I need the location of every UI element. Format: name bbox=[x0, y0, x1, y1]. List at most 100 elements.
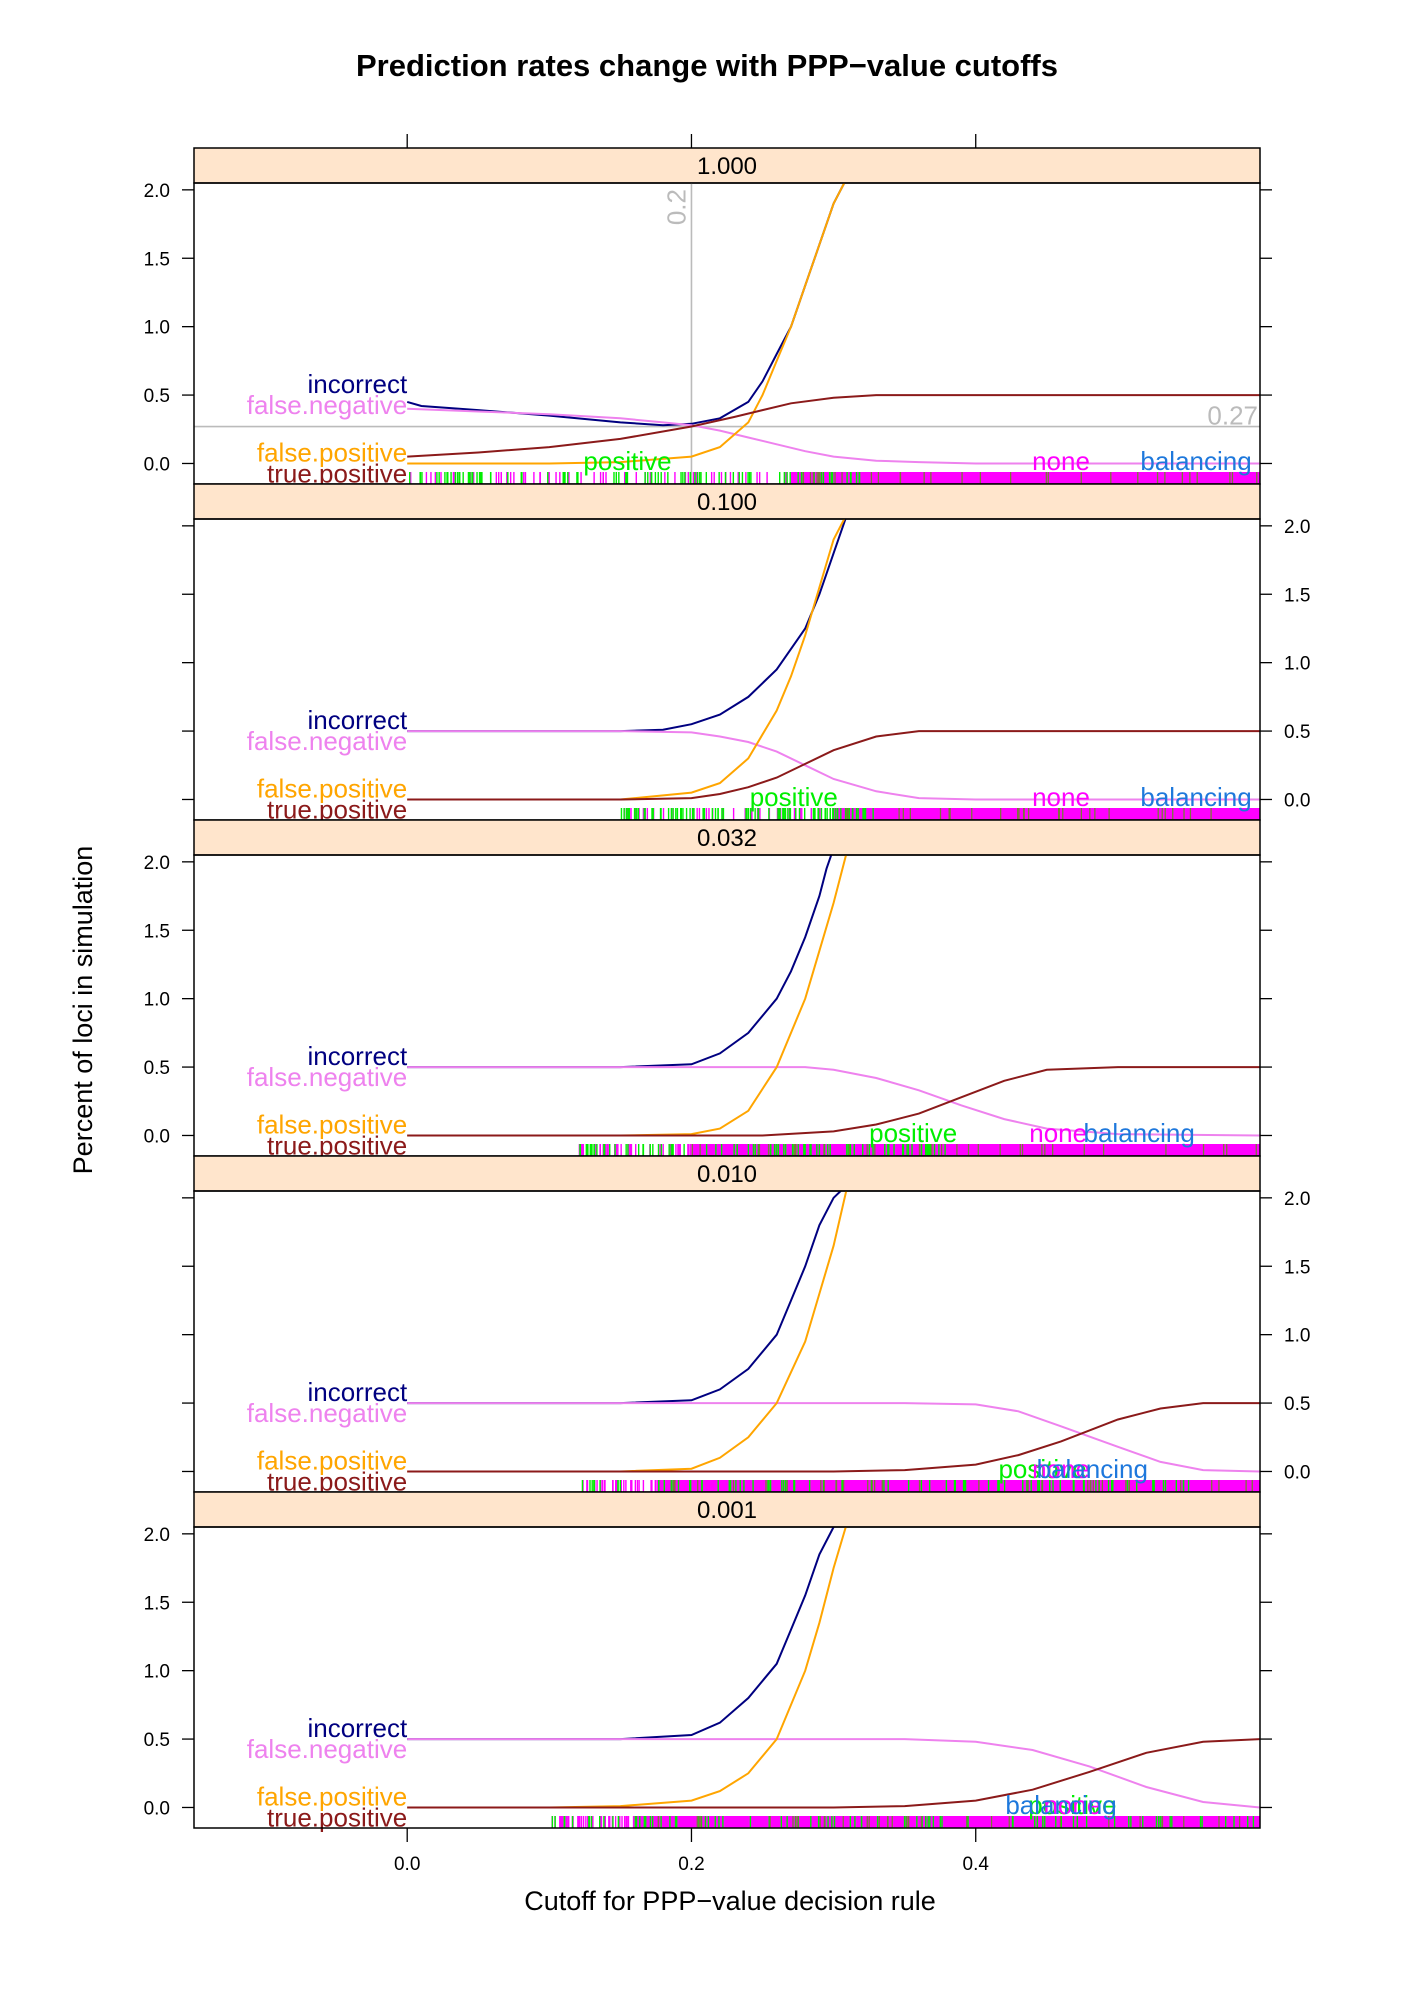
series-line-true-positive bbox=[407, 394, 1260, 458]
x-tick-label: 0.2 bbox=[678, 1854, 704, 1875]
class-label-positive: positive bbox=[583, 446, 671, 476]
series-line-incorrect bbox=[407, 855, 833, 1069]
y-tick-label: 1.0 bbox=[144, 990, 170, 1011]
series-line-false-negative bbox=[407, 1066, 1260, 1137]
class-label-balancing: balancing bbox=[1140, 446, 1251, 476]
strip-label: 0.100 bbox=[697, 489, 757, 516]
curve-label-incorrect: incorrect bbox=[307, 369, 407, 399]
strip-background bbox=[193, 1491, 1261, 1528]
curve-label-false-positive: false.positive bbox=[257, 773, 407, 803]
series-line-true-positive bbox=[407, 1402, 1260, 1473]
series-lines bbox=[407, 855, 1260, 1137]
curve-label-false-negative: false.negative bbox=[247, 1734, 407, 1764]
y-tick-label: 1.5 bbox=[144, 249, 170, 270]
rug bbox=[578, 1144, 1260, 1156]
series-line-true-positive bbox=[407, 1066, 1260, 1137]
series-line-false-positive bbox=[407, 1527, 847, 1809]
rug bbox=[551, 1816, 1260, 1828]
series-line-true-positive bbox=[407, 1738, 1260, 1809]
panels: 1.0000.20.27incorrectfalse.negativefalse… bbox=[144, 147, 1310, 1832]
y-tick-label: 1.0 bbox=[1284, 654, 1310, 675]
series-line-false-positive bbox=[407, 855, 848, 1137]
x-tick-label: 0.4 bbox=[963, 1854, 990, 1875]
x-tick-label: 0.0 bbox=[394, 1854, 420, 1875]
class-label-none: none bbox=[1032, 782, 1090, 812]
y-tick-label: 0.5 bbox=[1284, 1394, 1310, 1415]
curve-label-false-positive: false.positive bbox=[257, 437, 407, 467]
class-label-positive: positive bbox=[998, 1454, 1086, 1484]
class-label-balancing: balancing bbox=[1140, 782, 1251, 812]
reference-y-label: 0.27 bbox=[1207, 401, 1258, 431]
series-line-incorrect bbox=[407, 519, 847, 733]
curve-label-incorrect: incorrect bbox=[307, 1713, 407, 1743]
class-label-positive: positive bbox=[1028, 1790, 1116, 1820]
class-label-none: none bbox=[1032, 1454, 1090, 1484]
curve-label-false-positive: false.positive bbox=[257, 1781, 407, 1811]
strip-background bbox=[193, 1155, 1261, 1192]
series-lines bbox=[407, 1527, 1260, 1809]
series-lines bbox=[406, 183, 1260, 465]
y-tick-label: 1.5 bbox=[144, 921, 170, 942]
class-label-balancing: balancing bbox=[1084, 1118, 1195, 1148]
y-tick-label: 1.0 bbox=[144, 1662, 170, 1683]
rug-none-band bbox=[790, 472, 1260, 484]
strip-label: 0.001 bbox=[697, 1497, 757, 1524]
series-line-false-positive bbox=[407, 1191, 848, 1473]
rug bbox=[408, 472, 1260, 484]
top-x-axis bbox=[406, 134, 977, 148]
strip-background bbox=[193, 483, 1261, 520]
class-label-positive: positive bbox=[869, 1118, 957, 1148]
y-tick-label: 1.0 bbox=[1284, 1326, 1310, 1347]
curve-label-false-positive: false.positive bbox=[257, 1109, 407, 1139]
y-tick-label: 0.0 bbox=[144, 1798, 170, 1819]
x-axis-title: Cutoff for PPP−value decision rule bbox=[524, 1886, 936, 1916]
y-tick-label: 0.0 bbox=[144, 1126, 170, 1147]
series-lines bbox=[407, 519, 1260, 801]
series-line-incorrect bbox=[406, 183, 846, 427]
y-tick-label: 0.5 bbox=[144, 1058, 170, 1079]
series-line-false-negative bbox=[407, 1738, 1260, 1809]
series-line-true-positive bbox=[407, 730, 1260, 801]
y-tick-label: 2.0 bbox=[1284, 517, 1310, 538]
rug bbox=[620, 808, 1260, 820]
curve-label-incorrect: incorrect bbox=[307, 1041, 407, 1071]
series-line-false-negative bbox=[407, 407, 1260, 465]
rug-none-band bbox=[691, 1144, 1260, 1156]
panel-border bbox=[193, 1526, 1261, 1829]
y-tick-label: 1.5 bbox=[1284, 585, 1310, 606]
class-label-none: none bbox=[1032, 446, 1090, 476]
y-tick-label: 0.5 bbox=[144, 1730, 170, 1751]
curve-label-false-negative: false.negative bbox=[247, 1398, 407, 1428]
series-line-incorrect bbox=[407, 1527, 836, 1741]
strip-label: 0.032 bbox=[697, 825, 757, 852]
series-line-false-positive bbox=[407, 183, 846, 465]
reference-x-label: 0.2 bbox=[661, 189, 691, 225]
series-line-incorrect bbox=[407, 1191, 843, 1405]
class-label-none: none bbox=[1029, 1118, 1087, 1148]
y-tick-label: 1.5 bbox=[1284, 1257, 1310, 1278]
rug-none-band bbox=[663, 1480, 1260, 1492]
y-tick-label: 0.0 bbox=[1284, 790, 1310, 811]
curve-label-incorrect: incorrect bbox=[307, 1377, 407, 1407]
series-lines bbox=[407, 1191, 1260, 1473]
series-line-false-negative bbox=[407, 730, 1260, 801]
curve-label-incorrect: incorrect bbox=[307, 705, 407, 735]
rug bbox=[581, 1480, 1260, 1492]
chart-title: Prediction rates change with PPP−value c… bbox=[356, 48, 1058, 83]
series-line-false-negative bbox=[407, 1402, 1260, 1473]
class-label-none: none bbox=[1043, 1790, 1101, 1820]
y-tick-label: 2.0 bbox=[144, 853, 170, 874]
series-line-false-positive bbox=[407, 519, 846, 801]
y-tick-label: 2.0 bbox=[144, 181, 170, 202]
y-tick-label: 0.0 bbox=[1284, 1462, 1310, 1483]
curve-label-false-positive: false.positive bbox=[257, 1445, 407, 1475]
y-axis-title: Percent of loci in simulation bbox=[68, 846, 98, 1175]
bottom-x-axis: 0.0 0.2 0.4 bbox=[394, 1828, 989, 1875]
y-tick-label: 1.5 bbox=[144, 1593, 170, 1614]
rug-none-band bbox=[634, 1816, 1260, 1828]
